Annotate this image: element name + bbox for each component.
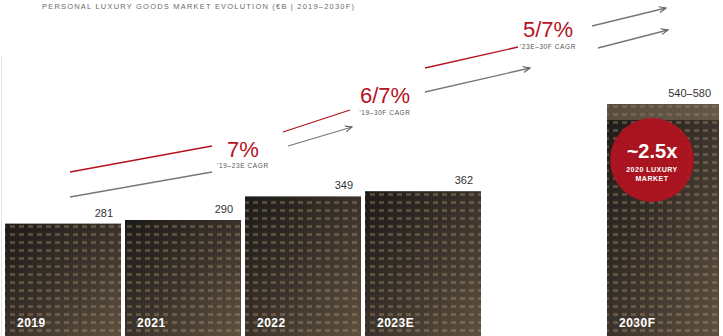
category-label: 2019 bbox=[17, 316, 46, 330]
chart: PERSONAL LUXURY GOODS MARKET EVOLUTION (… bbox=[0, 0, 723, 336]
data-label: 540–580 bbox=[668, 87, 711, 99]
category-label: 2022 bbox=[257, 316, 286, 330]
category-label: 2023E bbox=[377, 316, 414, 330]
labels: 281 2019 290 2021 349 2022 362 2023E 540–580 2030… bbox=[17, 87, 711, 330]
annotation: 5/7% bbox=[523, 17, 573, 42]
trend-line bbox=[598, 30, 668, 48]
data-label: 349 bbox=[335, 179, 353, 191]
bar bbox=[607, 104, 719, 336]
annotation-subtitle: '23E–30F CAGR bbox=[520, 43, 576, 50]
bar-texture bbox=[607, 104, 719, 336]
data-label: 290 bbox=[215, 203, 233, 215]
bar bbox=[365, 191, 481, 336]
callout-circle bbox=[610, 118, 694, 202]
bar-texture bbox=[125, 220, 241, 336]
annotation-subtitle: '19–23E CAGR bbox=[217, 162, 268, 169]
title: PERSONAL LUXURY GOODS MARKET EVOLUTION (… bbox=[42, 2, 355, 11]
bar-texture bbox=[5, 224, 121, 336]
trend-line bbox=[425, 68, 530, 92]
category-label: 2030F bbox=[619, 316, 656, 330]
trend-line bbox=[70, 146, 212, 172]
bar-texture bbox=[245, 196, 361, 336]
trend-line bbox=[288, 127, 352, 146]
bars bbox=[5, 104, 719, 336]
bar-texture bbox=[365, 191, 481, 336]
annotation: 7% bbox=[227, 137, 259, 162]
annotation: 6/7% bbox=[360, 83, 410, 108]
trend-line bbox=[283, 110, 350, 132]
range-band bbox=[607, 104, 719, 120]
annotation-subtitle: '19–30F CAGR bbox=[359, 109, 410, 116]
bar bbox=[5, 224, 121, 336]
trend-line bbox=[70, 172, 212, 197]
callout-subtitle: 2020 LUXURY MARKET bbox=[622, 165, 682, 183]
category-label: 2021 bbox=[137, 316, 166, 330]
callout-text: ~2.5x bbox=[627, 140, 678, 162]
y-axis-line bbox=[1, 56, 2, 336]
data-label: 362 bbox=[455, 174, 473, 186]
data-label: 281 bbox=[95, 207, 113, 219]
bar bbox=[245, 196, 361, 336]
trend-line bbox=[592, 8, 666, 26]
trend-line bbox=[425, 47, 518, 68]
bar bbox=[125, 220, 241, 336]
